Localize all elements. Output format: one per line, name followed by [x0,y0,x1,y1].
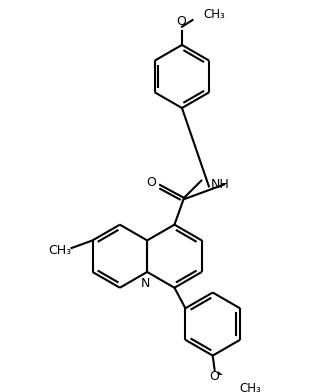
Text: NH: NH [211,178,230,191]
Text: O: O [176,16,186,29]
Text: CH₃: CH₃ [203,8,225,21]
Text: N: N [141,277,150,290]
Text: CH₃: CH₃ [48,245,71,258]
Text: CH₃: CH₃ [240,381,261,392]
Text: O: O [147,176,156,189]
Text: O: O [210,370,219,383]
